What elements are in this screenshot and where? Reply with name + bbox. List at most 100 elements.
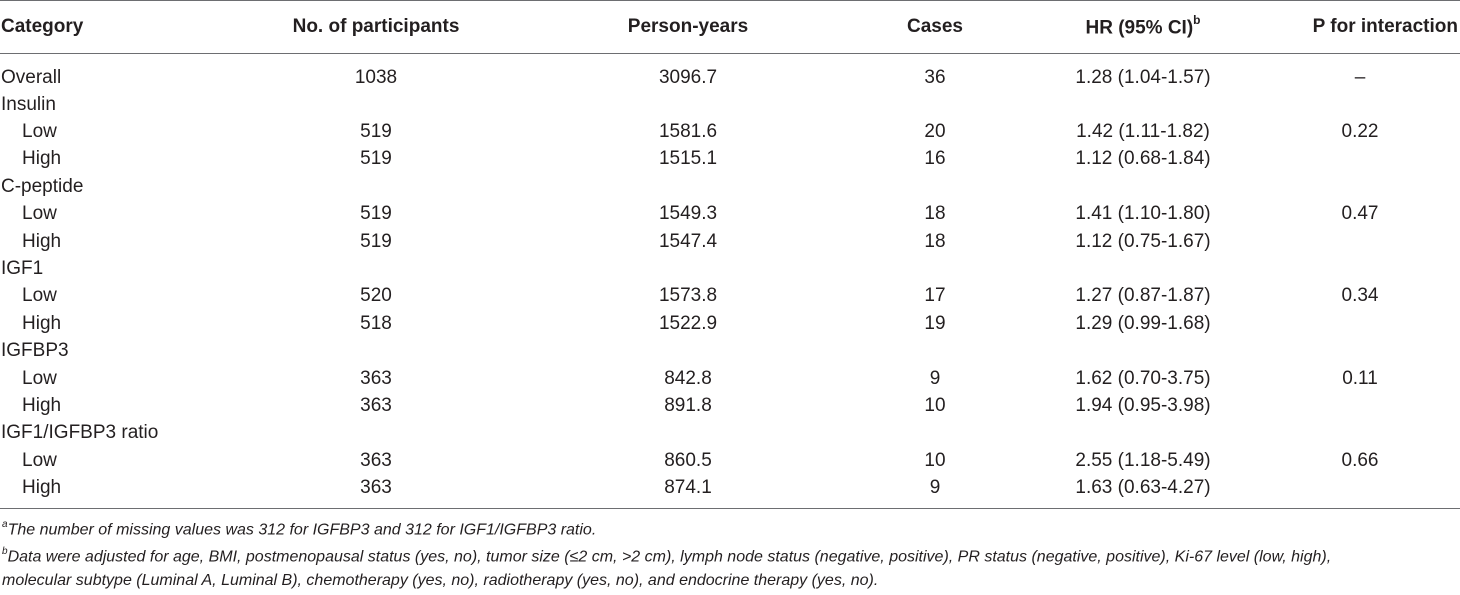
header-participants: No. of participants [220,0,532,54]
cell-cases: 10 [924,394,946,416]
cell-category: High [0,474,220,509]
cell-cases: 9 [929,367,941,389]
cell-person-years: 860.5 [664,449,712,471]
cell-person-years: 842.8 [664,367,712,389]
cell-hr: 1.41 (1.10-1.80) [1075,203,1211,225]
cell-hr: 1.62 (0.70-3.75) [1075,367,1211,389]
cell-category: Low [22,449,57,471]
cell-participants: 363 [360,367,392,389]
cell-person-years [532,255,844,282]
table-row: Low 519 1549.3 18 1.41 (1.10-1.80) 0.47 [0,201,1460,228]
cell-hr: 1.94 (0.95-3.98) [1075,394,1211,416]
cell-person-years: 1547.4 [658,230,718,252]
cell-hr: 1.63 (0.63-4.27) [1026,474,1260,509]
header-hr: HR (95% CI)b [1026,0,1260,54]
cell-p-interaction [1260,91,1460,118]
table-row: IGF1 [0,255,1460,282]
cell-cases [844,255,1026,282]
cell-participants: 519 [360,121,392,143]
cell-hr: 1.12 (0.75-1.67) [1075,230,1211,252]
footnote-text: The number of missing values was 312 for… [7,521,597,539]
table-header: Category No. of participants Person-year… [0,0,1460,54]
cell-person-years [532,173,844,200]
cell-participants: 1038 [354,66,398,88]
cell-cases [844,338,1026,365]
cell-person-years [532,338,844,365]
cell-cases: 19 [924,312,946,334]
header-category: Category [0,0,220,54]
cell-participants [220,255,532,282]
header-row: Category No. of participants Person-year… [0,0,1460,54]
footnote-marker: b [2,546,8,558]
header-cases: Cases [844,0,1026,54]
cell-cases: 16 [924,148,946,170]
footnote-marker: a [2,518,8,530]
cell-hr: 1.12 (0.68-1.84) [1075,148,1211,170]
cell-person-years: 1522.9 [658,312,718,334]
cell-p-interaction [1260,173,1460,200]
cell-hr [1026,91,1260,118]
table-row: High 363 874.1 9 1.63 (0.63-4.27) [0,474,1460,509]
table-row: Insulin [0,91,1460,118]
cell-participants: 519 [360,230,392,252]
cell-cases: 10 [924,449,946,471]
cell-category: High [22,394,62,416]
table-row: High 519 1547.4 18 1.12 (0.75-1.67) [0,228,1460,255]
cell-cases [844,420,1026,447]
cell-category: High [22,312,62,334]
cell-category: IGF1 [1,258,44,280]
cell-hr: 2.55 (1.18-5.49) [1075,449,1211,471]
cell-p-interaction: 0.47 [1341,203,1379,225]
cell-participants: 363 [360,449,392,471]
cell-hr: 1.28 (1.04-1.57) [1075,66,1211,88]
cell-participants: 363 [360,394,392,416]
cell-category: Low [22,121,57,143]
cell-person-years: 1581.6 [658,121,718,143]
cell-hr [1026,420,1260,447]
cell-cases: 18 [924,230,946,252]
cell-person-years [532,91,844,118]
cell-category: Low [22,285,57,307]
cell-cases: 18 [924,203,946,225]
cell-participants: 520 [360,285,392,307]
cell-participants: 518 [360,312,392,334]
cell-category: Insulin [1,93,56,115]
cell-category: C-peptide [1,175,84,197]
table-row: High 518 1522.9 19 1.29 (0.99-1.68) [0,310,1460,337]
table-row: C-peptide [0,173,1460,200]
table-row: IGF1/IGFBP3 ratio [0,420,1460,447]
cell-cases [844,91,1026,118]
cell-cases: 36 [924,66,946,88]
cell-p-interaction [1260,338,1460,365]
table-row: High 519 1515.1 16 1.12 (0.68-1.84) [0,146,1460,173]
header-person-years: Person-years [532,0,844,54]
header-hr-label: HR (95% CI) [1085,17,1194,39]
cell-category: IGFBP3 [1,340,69,362]
footnote: molecular subtype (Luminal A, Luminal B)… [2,569,1460,592]
table-row: Low 520 1573.8 17 1.27 (0.87-1.87) 0.34 [0,283,1460,310]
cell-hr [1026,338,1260,365]
cell-category: Low [22,203,57,225]
cell-participants [220,91,532,118]
cell-cases: 17 [924,285,946,307]
table-row: IGFBP3 [0,338,1460,365]
cell-p-interaction [1260,146,1460,173]
cell-participants [220,338,532,365]
results-table: Category No. of participants Person-year… [0,0,1460,509]
table-row: Low 519 1581.6 20 1.42 (1.11-1.82) 0.22 [0,118,1460,145]
cell-person-years: 3096.7 [658,66,718,88]
table-row: Low 363 842.8 9 1.62 (0.70-3.75) 0.11 [0,365,1460,392]
cell-person-years: 891.8 [664,394,712,416]
cell-category: IGF1/IGFBP3 ratio [1,422,159,444]
cell-p-interaction [1260,474,1460,509]
footnote: bData were adjusted for age, BMI, postme… [2,541,1460,568]
cell-p-interaction: 0.34 [1341,285,1379,307]
cell-participants [220,420,532,447]
table-row: High 363 891.8 10 1.94 (0.95-3.98) [0,392,1460,419]
cell-p-interaction [1260,310,1460,337]
cell-p-interaction: – [1354,66,1366,88]
cell-cases [844,173,1026,200]
cell-p-interaction: 0.22 [1341,121,1379,143]
footnote: aThe number of missing values was 312 fo… [2,514,1460,541]
